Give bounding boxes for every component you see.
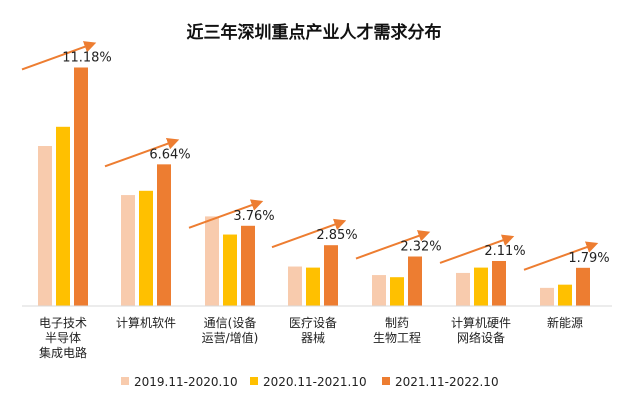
category-label-5-line1: 制药 [385, 316, 409, 330]
value-labels-layer: 11.18% 6.64% 3.76% 2.85% 2.32% 2.11% 1.79% [62, 50, 609, 265]
bar-series1-cat4 [288, 266, 302, 306]
bar-series2-cat4 [306, 267, 320, 306]
trend-arrows-layer [21, 41, 599, 271]
category-label-5-line2: 生物工程 [373, 330, 421, 345]
category-label-2-line1: 计算机软件 [116, 315, 176, 330]
trend-arrow-4 [271, 218, 347, 249]
legend-label-1: 2019.11-2020.10 [134, 375, 238, 389]
legend-swatch-3 [382, 377, 390, 385]
bar-series1-cat6 [456, 272, 470, 306]
legend: 2019.11-2020.10 2020.11-2021.10 2021.11-20… [121, 375, 499, 389]
bar-series3-cat7 [576, 267, 590, 306]
bar-series3-cat6 [492, 260, 506, 306]
value-label-6: 2.11% [484, 244, 525, 259]
bar-series3-cat4 [324, 245, 338, 306]
value-label-3: 3.76% [233, 209, 274, 224]
category-label-1-line3: 集成电路 [39, 345, 87, 360]
value-label-5: 2.32% [400, 240, 441, 255]
category-label-3-line2: 运营/增值) [202, 330, 259, 345]
category-label-1-line1: 电子技术 [39, 316, 87, 330]
legend-swatch-2 [250, 377, 258, 385]
bar-series2-cat5 [390, 277, 404, 306]
legend-label-2: 2020.11-2021.10 [263, 375, 367, 389]
bars-layer [38, 67, 590, 306]
category-label-6-line2: 网络设备 [457, 330, 505, 345]
bar-series2-cat6 [474, 267, 488, 306]
trend-arrow-7 [523, 241, 599, 271]
category-label-4-line1: 医疗设备 [289, 316, 337, 330]
bar-series1-cat2 [121, 195, 135, 306]
bar-series3-cat5 [408, 256, 422, 306]
bar-series2-cat1 [56, 126, 70, 306]
bar-series1-cat3 [205, 216, 219, 306]
trend-arrow-6 [439, 234, 515, 264]
value-label-7: 1.79% [568, 251, 609, 266]
bar-series3-cat3 [241, 225, 255, 306]
bar-series2-cat2 [139, 190, 153, 306]
trend-arrow-1 [21, 41, 97, 71]
category-label-4-line2: 器械 [301, 330, 325, 345]
category-label-6-line1: 计算机硬件 [451, 315, 511, 330]
legend-label-3: 2021.11-2022.10 [395, 375, 499, 389]
trend-arrow-5 [355, 230, 431, 260]
bar-series2-cat3 [223, 234, 237, 306]
bar-series2-cat7 [558, 284, 572, 306]
legend-swatch-1 [121, 377, 129, 385]
value-label-2: 6.64% [149, 147, 190, 162]
trend-arrow-3 [188, 199, 264, 229]
bar-series1-cat7 [540, 287, 554, 306]
trend-arrow-2 [104, 137, 180, 168]
bar-series1-cat5 [372, 275, 386, 306]
bar-series3-cat2 [157, 164, 171, 306]
category-label-3-line1: 通信(设备 [204, 316, 257, 330]
value-label-1: 11.18% [62, 50, 112, 65]
category-label-1-line2: 半导体 [45, 331, 81, 345]
bar-series3-cat1 [74, 67, 88, 306]
bar-series1-cat1 [38, 146, 52, 306]
category-label-7-line1: 新能源 [547, 315, 583, 330]
chart-title: 近三年深圳重点产业人才需求分布 [187, 22, 442, 43]
value-label-4: 2.85% [316, 228, 357, 243]
